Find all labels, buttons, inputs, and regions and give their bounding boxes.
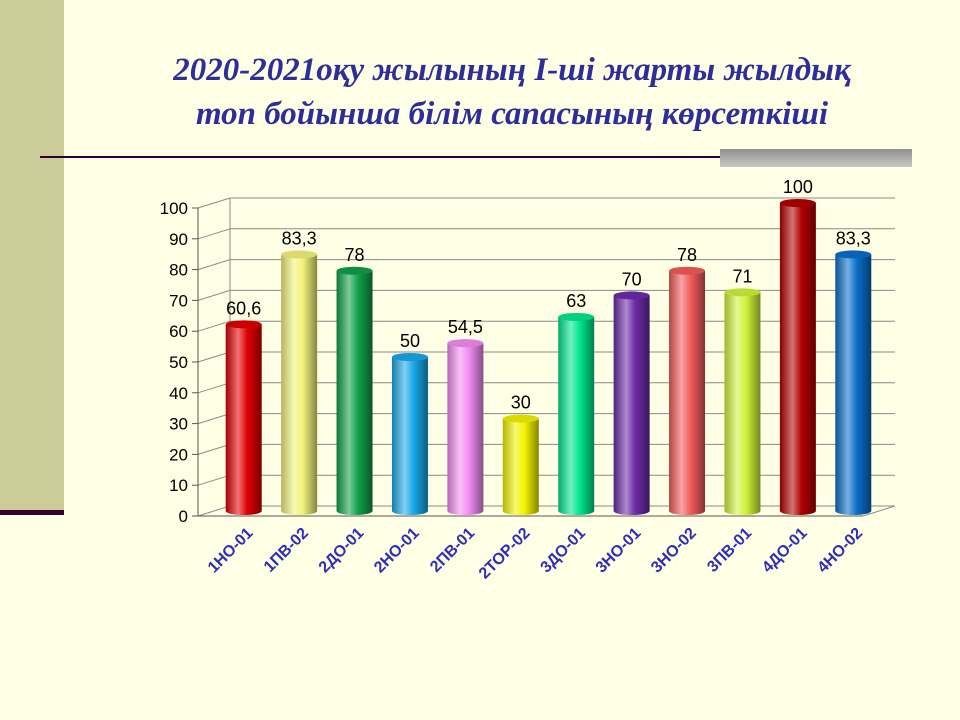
category-label: 2ТОР-02 (476, 525, 534, 583)
y-tick-label: 30 (169, 415, 188, 434)
y-tick-label: 50 (169, 353, 188, 372)
side-gridline (197, 413, 231, 425)
data-label: 83,3 (282, 228, 317, 248)
data-label: 70 (622, 269, 642, 289)
bar-4НО-02 (835, 250, 872, 515)
y-tick-label: 90 (169, 230, 188, 249)
category-label: 3НО-02 (648, 525, 700, 577)
bar-body (391, 357, 428, 515)
side-band (0, 0, 64, 512)
bar-body (558, 316, 595, 515)
bar-top (835, 250, 872, 259)
side-gridline (197, 382, 231, 394)
title-line-2: топ бойынша білім сапасының көрсеткіші (195, 96, 829, 132)
category-label: 2ДО-01 (316, 525, 368, 577)
side-gridline (197, 259, 231, 271)
category-label: 4НО-02 (814, 525, 866, 577)
bar-body (669, 270, 706, 515)
bar-body (447, 343, 484, 515)
bar-top (447, 339, 484, 348)
side-gridline (197, 474, 231, 486)
bar-top (724, 288, 761, 297)
side-gridline (197, 443, 231, 455)
bar-body (336, 270, 373, 515)
bar-body (724, 292, 761, 515)
data-label: 100 (783, 177, 813, 197)
bar-2ТОР-02 (502, 414, 539, 515)
category-label: 2ПВ-01 (427, 525, 478, 576)
y-tick-label: 80 (169, 261, 188, 280)
data-label: 30 (511, 393, 531, 413)
y-tick-label: 40 (169, 384, 188, 403)
bar-3ДО-01 (558, 312, 595, 515)
category-label: 1ПВ-02 (261, 525, 312, 576)
y-tick-label: 10 (169, 476, 188, 495)
bar-top (225, 320, 262, 329)
bar-2ПВ-01 (447, 339, 484, 515)
chart-data-labels: 60,6 83,3 78 50 54,5 30 63 70 78 71 100 83,3 (226, 177, 871, 413)
bar-top (336, 266, 373, 275)
y-tick-label: 60 (169, 322, 188, 341)
y-tick-label: 100 (160, 199, 188, 218)
bar-body (835, 254, 872, 515)
floor-side-edge (862, 505, 896, 517)
chart-bars (225, 199, 872, 515)
side-gridline (197, 197, 231, 209)
bar-top (391, 353, 428, 361)
bar-top (502, 414, 539, 423)
bar-3НО-01 (613, 291, 650, 515)
bar-top (669, 266, 706, 275)
side-gridline (197, 289, 231, 301)
side-gridline (197, 505, 231, 517)
bar-3ПВ-01 (724, 288, 761, 515)
side-line (0, 510, 64, 515)
bar-2ДО-01 (336, 266, 373, 515)
title-line-1: 2020-2021оқу жылының І-ші жарты жылдық (173, 52, 851, 88)
data-label: 83,3 (836, 228, 871, 248)
y-tick-label: 0 (179, 507, 188, 526)
y-tick-label: 20 (169, 445, 188, 464)
data-label: 50 (400, 331, 420, 351)
y-tick-label: 70 (169, 291, 188, 310)
bar-body (281, 254, 318, 515)
bar-body (779, 203, 816, 515)
bar-body (502, 418, 539, 515)
category-label: 3ДО-01 (538, 525, 590, 577)
data-label: 71 (732, 266, 752, 286)
side-gridline (197, 320, 231, 332)
bar-top (779, 199, 816, 207)
bar-4ДО-01 (779, 199, 816, 515)
bar-body (613, 295, 650, 515)
bar-1ПВ-02 (281, 250, 318, 515)
side-gridline (197, 351, 231, 363)
bar-1НО-01 (225, 320, 262, 515)
bar-2НО-01 (391, 353, 428, 515)
category-label: 2НО-01 (371, 525, 423, 577)
bar-top (613, 291, 650, 300)
category-label: 3НО-01 (593, 525, 645, 577)
bar-3НО-02 (669, 266, 706, 515)
title-accent-bar (720, 149, 912, 167)
category-label: 4ДО-01 (759, 525, 811, 577)
bar-body (225, 324, 262, 515)
data-label: 78 (677, 245, 697, 265)
data-label: 63 (566, 291, 586, 311)
category-label: 1НО-01 (205, 525, 257, 577)
page-title: 2020-2021оқу жылының І-ші жарты жылдық т… (64, 48, 960, 136)
bar-top (558, 312, 595, 321)
side-gridline (197, 228, 231, 240)
bar-top (281, 250, 318, 259)
title-rule (40, 156, 912, 158)
category-label: 3ПВ-01 (704, 525, 755, 576)
data-label: 54,5 (448, 317, 483, 337)
data-label: 60,6 (226, 298, 261, 318)
data-label: 78 (345, 245, 365, 265)
